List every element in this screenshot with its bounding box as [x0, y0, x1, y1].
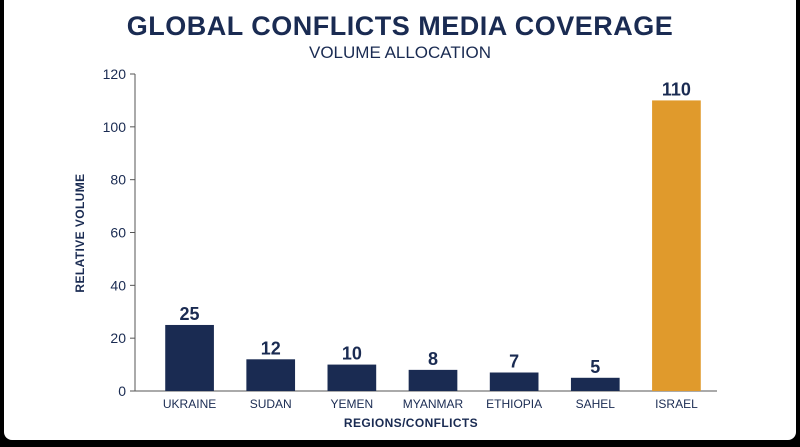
bar-myanmar: [408, 369, 458, 391]
chart-panel: GLOBAL CONFLICTS MEDIA COVERAGE VOLUME A…: [4, 0, 796, 440]
data-label: 7: [509, 352, 519, 372]
x-tick-label: ISRAEL: [655, 397, 698, 411]
data-label: 10: [342, 344, 362, 364]
data-label: 5: [590, 357, 600, 377]
bar-sahel: [570, 377, 620, 391]
x-tick-label: ETHIOPIA: [486, 397, 542, 411]
x-tick-label: SUDAN: [250, 397, 292, 411]
x-ticks: UKRAINE SUDAN YEMEN MYANMAR ETHIOPIA SAHEL ISR…: [163, 397, 698, 411]
bar-yemen: [327, 364, 377, 391]
y-tick-label: 60: [110, 225, 126, 241]
data-label: 12: [261, 338, 281, 358]
x-tick-label: MYANMAR: [403, 397, 464, 411]
bar-ukraine: [165, 324, 214, 391]
x-axis-title: REGIONS/CONFLICTS: [344, 416, 478, 430]
y-tick-label: 100: [103, 119, 127, 135]
y-tick-label: 20: [110, 330, 126, 346]
y-ticks: 0 20 40 60 80 100 120: [103, 66, 135, 399]
data-label: 8: [428, 349, 438, 369]
bar-ethiopia: [489, 372, 539, 391]
y-axis-title: RELATIVE VOLUME: [73, 173, 87, 292]
y-tick-label: 0: [118, 383, 126, 399]
x-tick-label: YEMEN: [331, 397, 374, 411]
data-label: 110: [662, 79, 691, 99]
x-tick-label: UKRAINE: [163, 397, 216, 411]
chart-title: GLOBAL CONFLICTS MEDIA COVERAGE: [127, 11, 674, 41]
y-tick-label: 120: [103, 66, 127, 82]
y-tick-label: 80: [110, 172, 126, 188]
data-labels: 25 12 10 8 7 5 110: [180, 79, 691, 376]
data-label: 25: [180, 304, 200, 324]
x-tick-label: SAHEL: [576, 397, 616, 411]
bar-chart: GLOBAL CONFLICTS MEDIA COVERAGE VOLUME A…: [73, 11, 717, 430]
y-tick-label: 40: [110, 277, 126, 293]
bar-israel: [652, 100, 701, 392]
bar-sudan: [246, 359, 296, 391]
chart-subtitle: VOLUME ALLOCATION: [309, 43, 491, 62]
bars: [165, 100, 701, 392]
